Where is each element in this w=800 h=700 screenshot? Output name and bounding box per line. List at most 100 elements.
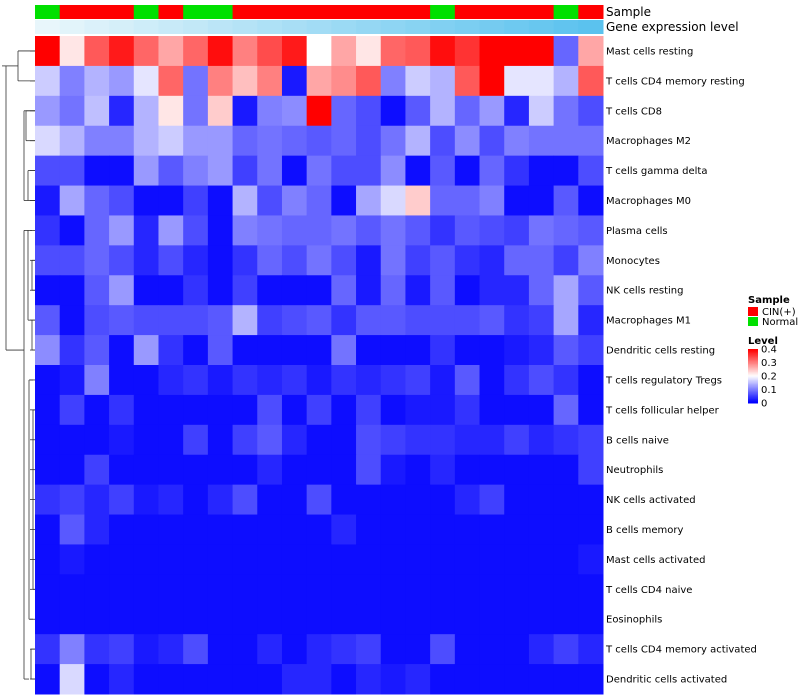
sample-annotation-cell	[59, 5, 85, 19]
heatmap-cell	[553, 335, 579, 366]
row-label: Plasma cells	[606, 226, 668, 237]
heatmap-cell	[553, 394, 579, 426]
heatmap-cell	[331, 604, 357, 635]
heatmap-cell	[504, 454, 530, 486]
legend-level-gradient	[748, 373, 758, 376]
expression-annotation-cell	[504, 20, 530, 34]
heatmap-cell	[578, 36, 604, 67]
expression-annotation-cell	[35, 20, 61, 34]
heatmap-cell	[504, 574, 530, 605]
heatmap-cell	[133, 335, 159, 366]
heatmap-cell	[454, 454, 481, 486]
heatmap-cell	[528, 305, 555, 336]
expression-annotation-cell	[356, 20, 382, 34]
heatmap-cell	[207, 544, 234, 575]
legend-level-gradient	[748, 392, 758, 395]
heatmap-cell	[35, 125, 61, 157]
heatmap-cell	[454, 36, 481, 67]
heatmap-cell	[306, 634, 332, 665]
heatmap-cell	[84, 125, 110, 157]
heatmap-cell	[207, 155, 234, 187]
heatmap-cell	[430, 664, 456, 695]
heatmap-cell	[232, 275, 258, 306]
heatmap-cell	[232, 95, 258, 127]
heatmap-cell	[306, 394, 332, 426]
heatmap-cell	[528, 664, 555, 695]
heatmap-cell	[158, 574, 184, 605]
heatmap-cell	[183, 185, 209, 216]
heatmap-cell	[504, 484, 530, 516]
heatmap-cell	[158, 125, 184, 157]
sample-annotation-cell	[133, 5, 159, 19]
heatmap-cell	[84, 335, 110, 366]
heatmap-cell	[578, 335, 604, 366]
heatmap-cell	[35, 484, 61, 516]
heatmap-cell	[578, 95, 604, 127]
sample-annotation-cell	[331, 5, 357, 19]
sample-annotation-cell	[405, 5, 431, 19]
heatmap-cell	[84, 245, 110, 276]
heatmap-cell	[553, 365, 579, 396]
heatmap-cell	[133, 275, 159, 306]
heatmap-cell	[183, 275, 209, 306]
heatmap-cell	[257, 245, 283, 276]
heatmap-cell	[479, 544, 505, 575]
heatmap-cell	[380, 574, 406, 605]
expression-annotation-cell	[207, 20, 234, 34]
heatmap-cell	[504, 394, 530, 426]
heatmap-cell	[133, 305, 159, 336]
heatmap-cell	[207, 484, 234, 516]
heatmap-cell	[281, 544, 308, 575]
heatmap-cell	[109, 36, 135, 67]
legend-level-gradient	[748, 393, 758, 396]
heatmap-cell	[331, 365, 357, 396]
heatmap-cell	[528, 424, 555, 456]
heatmap-cell	[257, 544, 283, 575]
heatmap-cell	[158, 185, 184, 216]
legend-level-gradient	[748, 350, 758, 353]
heatmap-cell	[183, 305, 209, 336]
heatmap-cell	[578, 514, 604, 545]
heatmap-cell	[454, 305, 481, 336]
heatmap-cell	[232, 215, 258, 246]
row-label: T cells CD4 memory activated	[605, 645, 757, 656]
heatmap-cell	[405, 365, 431, 396]
heatmap-cell	[133, 424, 159, 456]
heatmap-cell	[183, 245, 209, 276]
heatmap-cell	[479, 185, 505, 216]
heatmap-cell	[59, 394, 85, 426]
heatmap-cell	[84, 454, 110, 486]
heatmap-cell	[207, 245, 234, 276]
heatmap-cell	[553, 454, 579, 486]
legend-sample-label: Normal	[762, 317, 798, 328]
heatmap-cell	[454, 365, 481, 396]
heatmap-cell	[281, 185, 308, 216]
heatmap-cell	[59, 544, 85, 575]
heatmap-cell	[504, 215, 530, 246]
heatmap-cell	[257, 484, 283, 516]
heatmap-cell	[306, 454, 332, 486]
heatmap-cell	[281, 574, 308, 605]
heatmap-cell	[257, 424, 283, 456]
heatmap-cell	[35, 634, 61, 665]
legend-level-gradient	[748, 366, 758, 369]
legend-level-gradient	[748, 384, 758, 386]
heatmap-cell	[109, 394, 135, 426]
heatmap-cell	[281, 484, 308, 516]
heatmap-cell	[109, 424, 135, 456]
heatmap-cell	[232, 514, 258, 545]
legend-level-gradient	[748, 355, 758, 358]
heatmap-cell	[331, 155, 357, 187]
heatmap-cell	[59, 185, 85, 216]
heatmap-cell	[356, 424, 382, 456]
heatmap-cell	[578, 365, 604, 396]
heatmap-cell	[479, 664, 505, 695]
heatmap-cell	[504, 604, 530, 635]
heatmap-cell	[504, 514, 530, 545]
heatmap-cell	[306, 574, 332, 605]
heatmap-cell	[35, 155, 61, 187]
heatmap-cell	[35, 574, 61, 605]
heatmap-cell	[405, 245, 431, 276]
heatmap-cell	[158, 544, 184, 575]
